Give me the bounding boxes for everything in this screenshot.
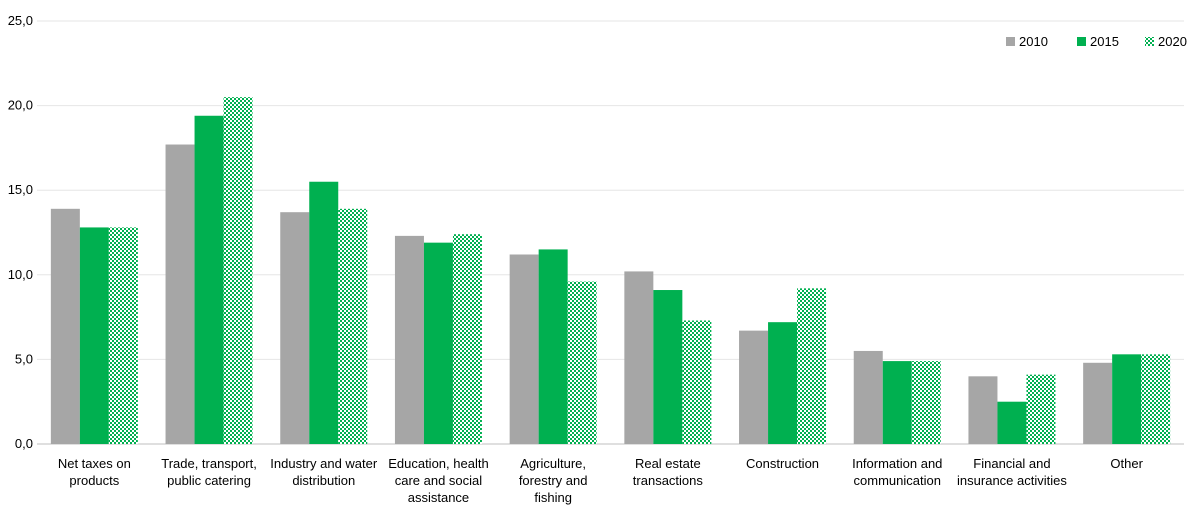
x-tick-label: Real estate transactions xyxy=(633,456,704,488)
y-axis: 0,0 5,0 10,0 15,0 20,0 25,0 xyxy=(8,13,33,451)
x-axis-labels: Net taxes on products Trade, transport, pub… xyxy=(58,456,1144,505)
bar-2010 xyxy=(165,144,195,445)
bar-2010 xyxy=(968,376,998,444)
bar-2015 xyxy=(882,361,912,444)
bar-2020 xyxy=(682,320,712,444)
x-tick-label: Agriculture, forestry and fishing xyxy=(519,456,588,505)
bar-2015 xyxy=(538,249,568,444)
y-tick-label: 15,0 xyxy=(8,182,33,197)
bar-2010 xyxy=(280,212,310,444)
bar-2010 xyxy=(739,330,769,444)
legend-label: 2020 xyxy=(1158,34,1187,49)
bar-2010 xyxy=(624,271,654,444)
legend-label: 2015 xyxy=(1090,34,1119,49)
x-tick-label: Trade, transport, public catering xyxy=(161,456,257,488)
legend-swatch-2020 xyxy=(1145,37,1154,46)
bars xyxy=(50,97,1171,445)
bar-2015 xyxy=(653,290,683,444)
bar-2020 xyxy=(1026,374,1056,444)
x-tick-label: Industry and water distribution xyxy=(270,456,378,488)
bar-2015 xyxy=(768,322,798,444)
y-tick-label: 0,0 xyxy=(15,436,33,451)
y-tick-label: 10,0 xyxy=(8,267,33,282)
x-tick-label: Information and communication xyxy=(852,456,942,488)
y-tick-label: 20,0 xyxy=(8,98,33,113)
bar-2020 xyxy=(1141,354,1171,444)
bar-2015 xyxy=(79,227,109,444)
bar-2015 xyxy=(1112,354,1142,444)
bar-2020 xyxy=(338,208,368,444)
bar-2010 xyxy=(509,254,539,444)
x-tick-label: Net taxes on products xyxy=(58,456,131,488)
bar-2015 xyxy=(997,401,1027,444)
bar-2020 xyxy=(108,227,138,444)
x-tick-label: Financial and insurance activities xyxy=(957,456,1067,488)
bar-2010 xyxy=(853,350,883,444)
legend-swatch-2015 xyxy=(1077,37,1086,46)
bar-2020 xyxy=(567,281,597,444)
x-tick-label: Other xyxy=(1110,456,1143,471)
bar-2020 xyxy=(452,234,482,444)
x-tick-label: Education, health care and social assistan… xyxy=(388,456,488,505)
bar-2015 xyxy=(309,181,339,445)
y-tick-label: 5,0 xyxy=(15,351,33,366)
legend-swatch-2010 xyxy=(1006,37,1015,46)
bar-2010 xyxy=(394,235,424,444)
bar-2015 xyxy=(194,115,224,444)
legend: 2010 2015 2020 xyxy=(1006,34,1187,49)
y-tick-label: 25,0 xyxy=(8,13,33,28)
bar-2015 xyxy=(423,242,453,444)
bar-2010 xyxy=(50,208,80,444)
bar-2020 xyxy=(223,97,253,444)
bar-2020 xyxy=(797,288,827,444)
bar-2010 xyxy=(1083,362,1113,444)
bar-2020 xyxy=(911,361,941,444)
legend-label: 2010 xyxy=(1019,34,1048,49)
x-tick-label: Construction xyxy=(746,456,819,471)
